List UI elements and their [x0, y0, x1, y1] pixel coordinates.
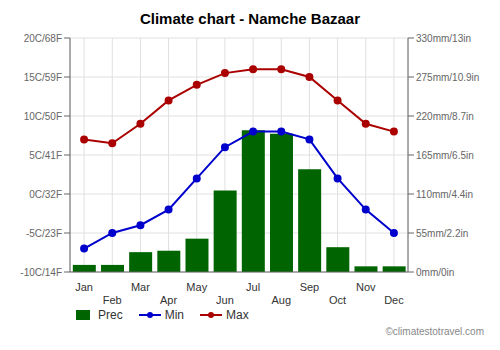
svg-text:110mm/4.4in: 110mm/4.4in: [416, 189, 473, 200]
svg-text:15C/59F: 15C/59F: [24, 72, 62, 83]
svg-text:55mm/2.2in: 55mm/2.2in: [416, 228, 468, 239]
svg-text:-10C/14F: -10C/14F: [20, 267, 62, 278]
svg-text:Sep: Sep: [300, 281, 320, 293]
svg-text:5C/41F: 5C/41F: [29, 150, 62, 161]
svg-text:Aug: Aug: [271, 294, 291, 306]
svg-text:Jan: Jan: [75, 281, 93, 293]
svg-text:Jun: Jun: [216, 294, 234, 306]
svg-text:Mar: Mar: [131, 281, 150, 293]
svg-text:Oct: Oct: [329, 294, 346, 306]
svg-text:Feb: Feb: [103, 294, 122, 306]
svg-text:0mm/0in: 0mm/0in: [416, 267, 454, 278]
svg-text:0C/32F: 0C/32F: [29, 189, 62, 200]
svg-text:165mm/6.5in: 165mm/6.5in: [416, 150, 474, 161]
svg-text:Apr: Apr: [160, 294, 177, 306]
html-text:Min: Min: [164, 308, 184, 322]
svg-text:Nov: Nov: [356, 281, 376, 293]
svg-text:Jul: Jul: [246, 281, 260, 293]
svg-text:275mm/10.9in: 275mm/10.9in: [416, 72, 479, 83]
html-text:©climatestotravel.com: ©climatestotravel.com: [385, 326, 484, 337]
html-text:Prec: Prec: [98, 308, 123, 322]
svg-text:Dec: Dec: [384, 294, 404, 306]
html-text:Climate chart - Namche Bazaar: Climate chart - Namche Bazaar: [140, 10, 360, 27]
svg-text:220mm/8.7in: 220mm/8.7in: [416, 111, 474, 122]
html-text:Max: Max: [226, 308, 249, 322]
svg-text:-5C/23F: -5C/23F: [26, 228, 62, 239]
svg-text:20C/68F: 20C/68F: [24, 33, 62, 44]
svg-text:10C/50F: 10C/50F: [24, 111, 62, 122]
svg-text:330mm/13in: 330mm/13in: [416, 33, 471, 44]
svg-text:May: May: [186, 281, 207, 293]
